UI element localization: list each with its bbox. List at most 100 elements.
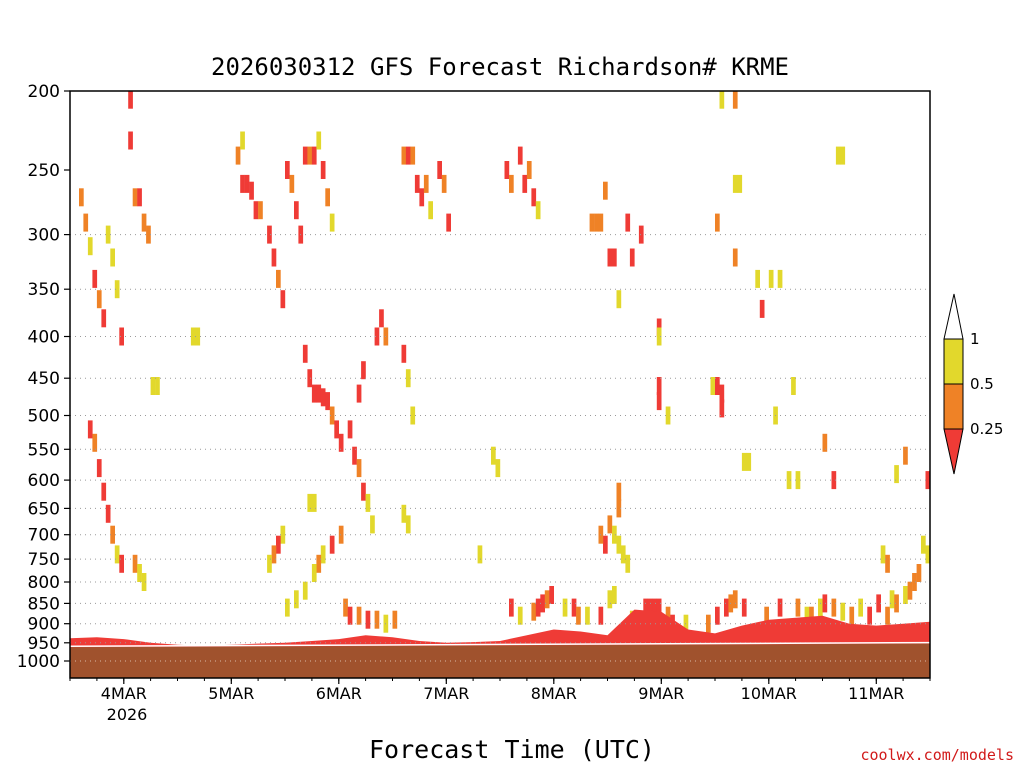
heatmap-cell (732, 174, 738, 193)
heatmap-cell (535, 201, 541, 220)
heatmap-cell (665, 406, 671, 425)
legend-swatch-high (943, 338, 964, 385)
heatmap-cell (598, 606, 604, 625)
heatmap-cell (876, 594, 881, 613)
heatmap-cell (155, 377, 160, 395)
heatmap-cell (732, 590, 738, 609)
heatmap-cell (732, 91, 738, 109)
heatmap-cell (741, 452, 747, 471)
x-tick-label: 8MAR (531, 684, 577, 703)
heatmap-cell (101, 482, 107, 501)
heatmap-cell (880, 545, 886, 564)
heatmap-cell (267, 554, 272, 573)
y-axis-ticks: 200 250 300 350 400 450 500 550 600 650 700 750 8008… (17, 82, 70, 672)
chart-title: 2026030312 GFS Forecast Richardson# KRME (211, 53, 789, 81)
heatmap-cell (92, 269, 98, 288)
heatmap-cell (352, 446, 357, 465)
heatmap-cell (759, 299, 765, 318)
legend-label-1: 1 (970, 330, 980, 348)
heatmap-cell (912, 573, 917, 591)
x-tick-label: 9MAR (638, 684, 684, 703)
heatmap-cell (571, 598, 577, 617)
heatmap-cell (105, 225, 111, 244)
heatmap-cell (755, 269, 760, 288)
heatmap-cell (195, 327, 201, 346)
heatmap-cell (87, 420, 93, 439)
heatmap-cell (715, 377, 720, 395)
heatmap-cell (132, 554, 138, 573)
heatmap-cell (576, 606, 581, 625)
heatmap-cell (768, 269, 774, 288)
y-tick-label: 700 (28, 526, 60, 546)
heatmap-cells (79, 91, 930, 633)
heatmap-cell (885, 554, 890, 573)
heatmap-cell (190, 327, 196, 346)
heatmap-cell (311, 146, 317, 165)
heatmap-cell (795, 471, 801, 490)
heatmap-cell (549, 586, 554, 604)
heatmap-cell (916, 564, 922, 582)
heatmap-cell (276, 269, 281, 288)
heatmap-cell (410, 146, 416, 165)
heatmap-cell (791, 377, 796, 395)
heatmap-cell (509, 174, 514, 193)
heatmap-cell (356, 606, 362, 625)
surface-line (70, 641, 930, 648)
y-tick-label: 450 (28, 369, 60, 389)
heatmap-cell (737, 174, 743, 193)
heatmap-cell (419, 188, 425, 207)
y-tick-label: 800 (28, 573, 60, 593)
heatmap-cell (652, 598, 657, 617)
color-legend: 1 0.5 0.25 (943, 293, 1003, 475)
heatmap-cell (119, 554, 124, 573)
heatmap-cell (289, 174, 295, 193)
heatmap-cell (710, 377, 716, 395)
heatmap-cell (616, 499, 622, 518)
heatmap-cell (271, 248, 277, 267)
heatmap-cell (405, 515, 411, 534)
y-tick-label: 250 (28, 161, 60, 181)
heatmap-cell (625, 213, 631, 232)
heatmap-cell (101, 309, 107, 328)
heatmap-cell (603, 181, 608, 200)
x-tick-label: 7MAR (423, 684, 469, 703)
heatmap-cell (361, 361, 366, 380)
heatmap-cell (329, 213, 335, 232)
y-tick-label: 750 (28, 550, 60, 570)
heatmap-cell (849, 606, 855, 625)
ground-layer (70, 641, 930, 678)
heatmap-cell (446, 213, 451, 232)
heatmap-cell (146, 225, 151, 244)
heatmap-cell (258, 201, 263, 220)
x-axis-title: Forecast Time (UTC) (369, 735, 655, 764)
heatmap-cell (607, 515, 613, 534)
heatmap-cell (302, 581, 308, 600)
legend-label-0-25: 0.25 (970, 420, 1003, 438)
heatmap-cell (894, 465, 899, 484)
heatmap-cell (244, 174, 250, 193)
heatmap-cell (764, 606, 769, 625)
heatmap-cell (79, 188, 84, 207)
heatmap-cell (777, 598, 783, 617)
heatmap-cell (280, 290, 286, 309)
heatmap-cell (921, 535, 926, 554)
heatmap-cell (374, 327, 380, 346)
heatmap-cell (656, 377, 662, 395)
heatmap-cell (620, 545, 626, 564)
heatmap-cell (509, 598, 514, 617)
heatmap-cell (401, 504, 407, 523)
heatmap-cell (285, 161, 290, 179)
heatmap-cell (612, 525, 617, 544)
x-tick-label: 5MAR (208, 684, 254, 703)
heatmap-cell (894, 594, 899, 613)
heatmap-cell (925, 545, 930, 564)
legend-swatch-mid (943, 383, 964, 430)
heatmap-cell (307, 146, 313, 165)
heatmap-cell (110, 525, 115, 544)
heatmap-cell (831, 598, 837, 617)
heatmap-cell (643, 598, 648, 617)
y-tick-label: 350 (28, 280, 60, 300)
heatmap-cell (786, 471, 792, 490)
heatmap-cell (294, 590, 299, 609)
